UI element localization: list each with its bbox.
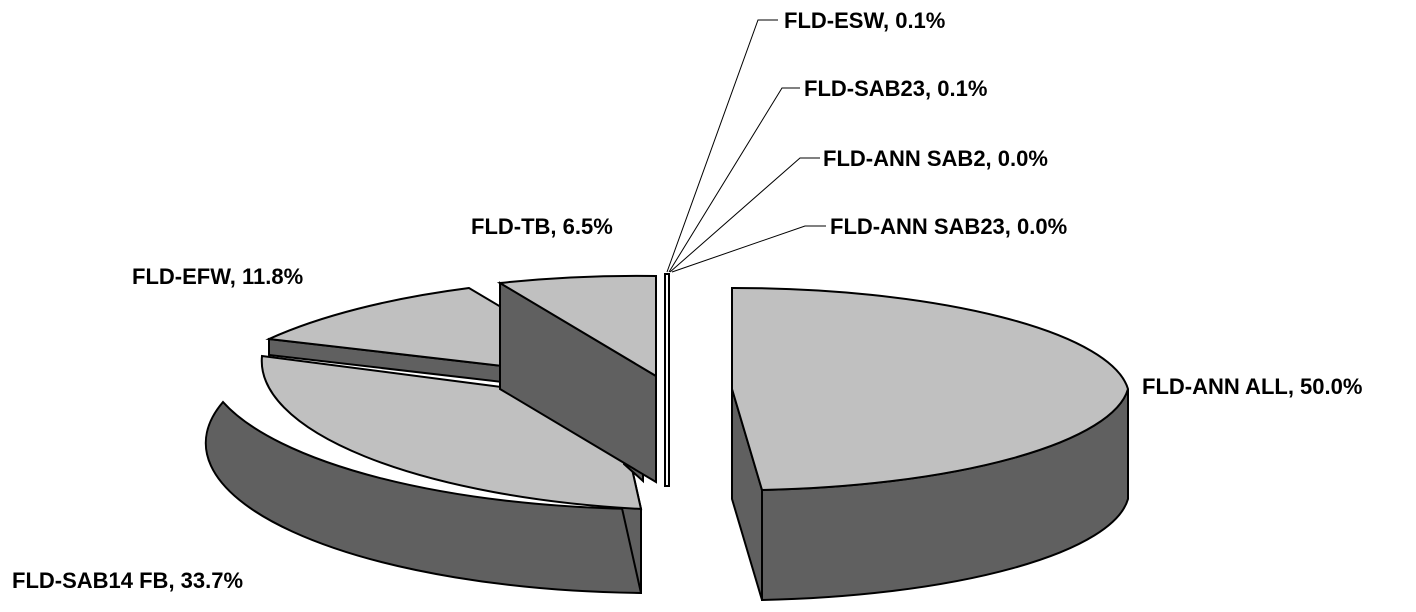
label-fld-sab23: FLD-SAB23, 0.1% <box>804 76 987 101</box>
slice-side-fld-sab14-fb <box>204 400 642 595</box>
label-fld-tb: FLD-TB, 6.5% <box>471 214 613 239</box>
label-fld-ann-sab2: FLD-ANN SAB2, 0.0% <box>823 146 1048 171</box>
slice-fld-ann-all <box>731 286 1130 602</box>
slice-top-fld-tb <box>496 274 657 378</box>
slice-tiny-group <box>664 273 670 487</box>
slice-top-fld-ann-all <box>731 286 1130 492</box>
label-fld-ann-all: FLD-ANN ALL, 50.0% <box>1142 374 1362 399</box>
leader-lines <box>666 19 826 273</box>
slice-tiny-sliver <box>664 273 670 487</box>
label-fld-ann-sab23: FLD-ANN SAB23, 0.0% <box>830 214 1067 239</box>
leader-line-fld-ann-sab2 <box>669 157 820 273</box>
leader-line-fld-esw <box>666 19 778 273</box>
slice-fld-tb <box>496 274 657 484</box>
leader-line-fld-ann-sab23 <box>671 225 826 273</box>
label-fld-efw: FLD-EFW, 11.8% <box>132 264 303 289</box>
label-fld-sab14-fb: FLD-SAB14 FB, 33.7% <box>12 568 243 593</box>
label-fld-esw: FLD-ESW, 0.1% <box>784 8 945 33</box>
leader-line-fld-sab23 <box>668 87 800 273</box>
